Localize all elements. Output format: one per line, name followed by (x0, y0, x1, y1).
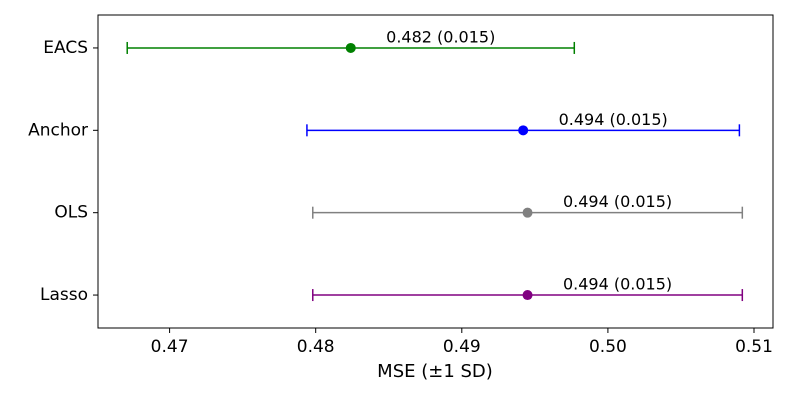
x-tick-label: 0.50 (589, 337, 627, 357)
point (345, 42, 356, 53)
y-tick-label: Anchor (28, 120, 88, 140)
x-tick-label: 0.49 (443, 337, 481, 357)
value-label: 0.494 (0.015) (563, 275, 672, 294)
value-label: 0.494 (0.015) (563, 192, 672, 211)
y-tick-label: EACS (43, 38, 88, 58)
y-tick-label: Lasso (40, 285, 88, 305)
x-axis-label: MSE (±1 SD) (377, 361, 493, 382)
point (522, 290, 533, 301)
point (522, 207, 533, 218)
y-tick-label: OLS (54, 203, 88, 223)
x-tick-label: 0.48 (297, 337, 335, 357)
point (518, 125, 529, 136)
value-label: 0.494 (0.015) (559, 110, 668, 129)
plot-frame (97, 14, 774, 329)
value-label: 0.482 (0.015) (386, 27, 495, 46)
x-tick-label: 0.47 (151, 337, 189, 357)
x-tick-label: 0.51 (735, 337, 773, 357)
